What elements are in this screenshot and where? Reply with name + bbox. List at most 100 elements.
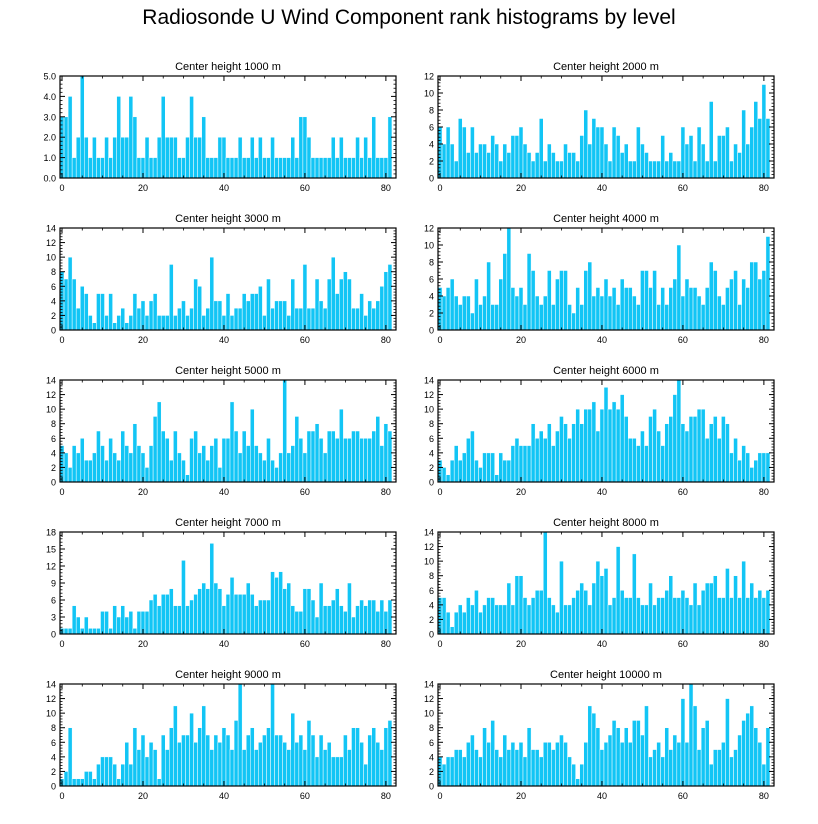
panel-7-bar xyxy=(225,594,231,635)
panel-10-bar xyxy=(700,727,706,787)
panel-2-ytick-label: 2 xyxy=(429,157,434,167)
panel-3-bar xyxy=(193,278,198,331)
panel-7-bar xyxy=(335,588,340,635)
panel-4-bar xyxy=(559,270,564,331)
panel-3-ytick-label: 12 xyxy=(46,238,56,248)
panel-5-bar xyxy=(274,467,279,483)
panel-4-bar xyxy=(765,236,771,331)
panel-8-bar xyxy=(470,604,475,635)
panel-10-bar xyxy=(490,720,495,787)
panel-6-bar xyxy=(522,445,528,483)
panel-8-bar xyxy=(632,553,637,635)
panel-8-bar xyxy=(587,604,593,635)
panel-6-bar xyxy=(757,452,763,483)
panel-5-bar xyxy=(92,452,97,483)
panel-2-bar xyxy=(518,126,524,179)
panel-10-bar xyxy=(725,698,730,787)
panel-4-bar xyxy=(704,287,710,331)
panel-10-bar xyxy=(713,749,718,787)
panel-6-bar xyxy=(603,387,609,483)
panel-9-bar xyxy=(278,734,283,787)
panel-4-bar xyxy=(482,295,487,331)
panel-1-bar xyxy=(250,136,255,179)
panel-10-bar xyxy=(632,720,637,787)
panel-2-bar xyxy=(579,135,584,179)
panel-1-ytick-label: 1.0 xyxy=(43,153,56,163)
panel-9-bar xyxy=(71,778,77,787)
panel-10-bar xyxy=(563,742,568,787)
panel-8-bar xyxy=(547,597,552,635)
panel-2-bar xyxy=(470,126,475,179)
panel-1-bar xyxy=(270,136,275,179)
panel-10-bar xyxy=(547,742,552,787)
panel-5-ytick-label: 12 xyxy=(46,390,56,400)
panel-3-bar xyxy=(326,278,332,331)
panel-2-bar xyxy=(636,126,641,179)
panel-8-bar xyxy=(652,604,657,635)
panel-8-bar xyxy=(761,597,767,635)
panel-9-frame xyxy=(59,683,397,787)
panel-9-bar xyxy=(294,742,300,787)
panel-10-bar xyxy=(652,749,657,787)
panel-6-bar xyxy=(741,445,746,483)
panel-2-bar xyxy=(522,143,528,179)
panel-10-bar xyxy=(733,749,738,787)
panel-5-bar xyxy=(286,452,292,483)
panel-10-xtick-label: 60 xyxy=(678,791,688,801)
panel-4-ytick-label: 12 xyxy=(424,224,434,234)
panel-8-bar xyxy=(640,604,645,635)
panel-3-xtick-label: 40 xyxy=(219,335,229,345)
panel-10-bar xyxy=(522,756,528,787)
panel-1-bar xyxy=(201,116,206,179)
panel-5-bar xyxy=(266,438,271,483)
panel-2-bar xyxy=(486,152,491,179)
panel-10-bar xyxy=(607,734,613,787)
panel-10-bar xyxy=(749,705,755,787)
panel-10-bar xyxy=(449,756,455,787)
panel-8-bar xyxy=(680,590,686,635)
panel-4-bar xyxy=(745,287,750,331)
panel-8-bar xyxy=(599,575,605,635)
panel-1-xtick-label: 20 xyxy=(138,183,148,193)
panel-1-bar xyxy=(245,157,251,179)
panel-6-ytick-label: 10 xyxy=(424,405,434,415)
panel-10-bar xyxy=(579,763,584,787)
panel-7-bar xyxy=(144,611,150,635)
panel-3-bar xyxy=(84,293,89,331)
panel-9-ytick-label: 4 xyxy=(51,752,56,762)
panel-9-title: Center height 9000 m xyxy=(175,669,281,681)
panel-9-bar xyxy=(383,727,389,787)
panel-8-bar xyxy=(668,575,674,635)
panel-7-bar xyxy=(270,571,275,635)
panel-10-bar xyxy=(753,727,759,787)
panel-3-bar xyxy=(298,307,304,331)
panel-1-bar xyxy=(233,157,239,179)
panel-5-bar xyxy=(314,423,320,483)
panel-5-bar xyxy=(233,430,239,483)
panel-3-bar xyxy=(306,307,312,331)
panel-2-ytick-label: 6 xyxy=(429,123,434,133)
panel-9-bar xyxy=(185,734,190,787)
panel-6-bar xyxy=(567,438,572,483)
panel-1-title: Center height 1000 m xyxy=(175,61,281,73)
panel-9-ytick-label: 8 xyxy=(51,723,56,733)
panel-1-bar xyxy=(59,116,65,179)
panel-1-bar xyxy=(302,116,308,179)
panel-9-bar xyxy=(193,742,198,787)
panel-6-bar xyxy=(470,430,475,483)
panel-6-xtick-label: 20 xyxy=(516,487,526,497)
panel-2-xtick-label: 80 xyxy=(759,183,769,193)
panel-3-bar xyxy=(266,278,271,331)
panel-7-bar xyxy=(294,611,300,635)
panel-5-ytick-label: 10 xyxy=(46,405,56,415)
panel-9-bar xyxy=(104,756,109,787)
panel-1-bar xyxy=(96,157,101,179)
panel-5-ytick-label: 4 xyxy=(51,448,56,458)
panel-1-bar xyxy=(241,157,247,179)
panel-8-bar xyxy=(482,604,487,635)
panel-9-bar xyxy=(169,727,174,787)
panel-8-xtick-label: 0 xyxy=(438,639,443,649)
panel-3-bar xyxy=(302,264,308,331)
panel-5-bar xyxy=(197,452,202,483)
panel-8-bar xyxy=(648,582,653,635)
